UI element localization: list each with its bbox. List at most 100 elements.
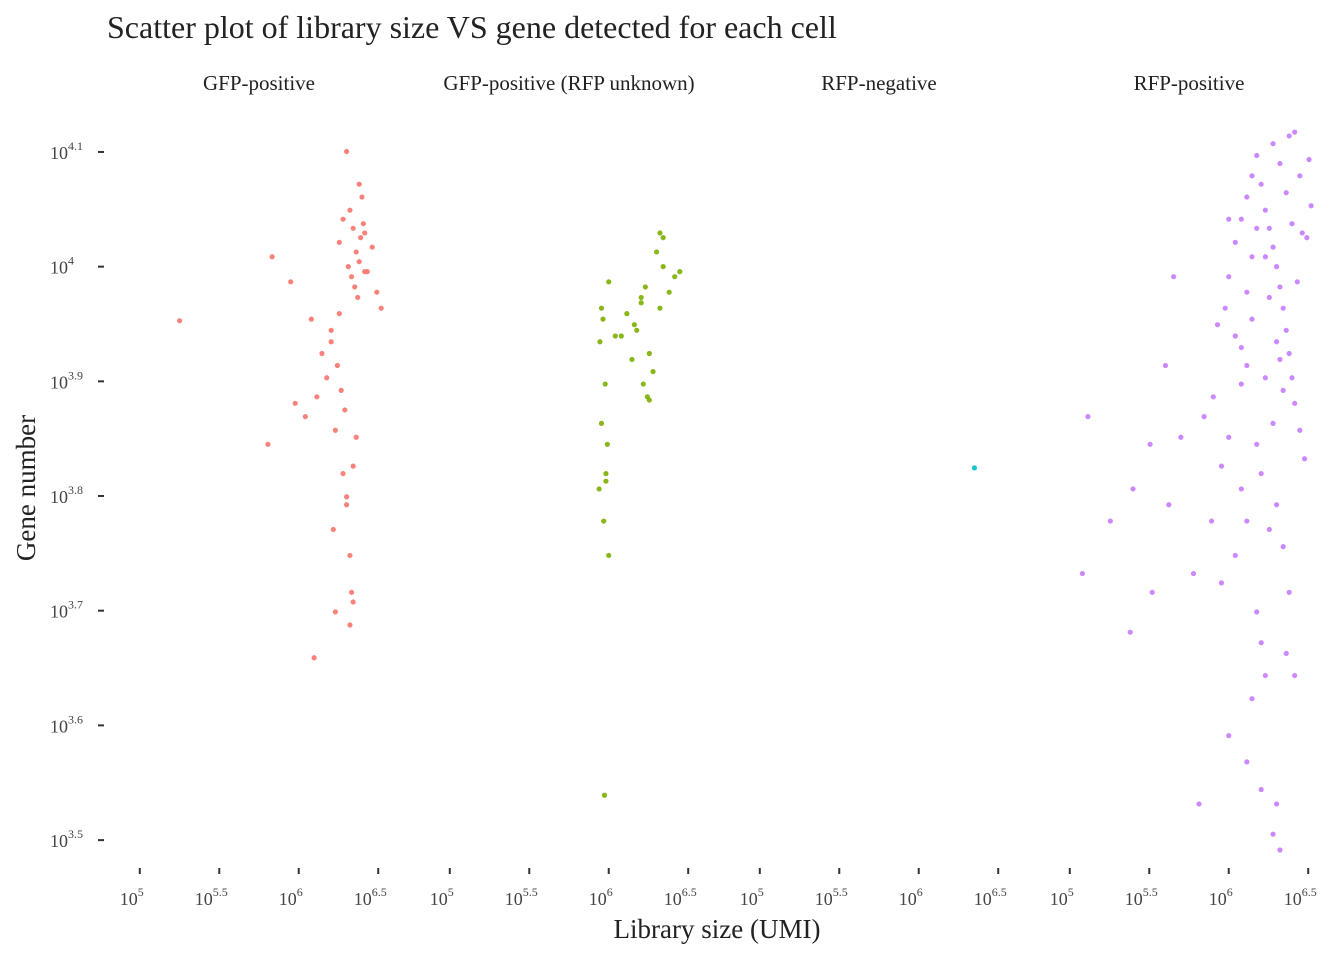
point xyxy=(618,333,624,339)
x-tick-label-base: 10 xyxy=(120,889,138,909)
point xyxy=(1130,486,1136,492)
x-tick-label: 106.5 xyxy=(664,885,697,909)
point xyxy=(1249,316,1255,322)
x-tick-label-base: 10 xyxy=(1125,889,1143,909)
x-tick-label: 105 xyxy=(740,885,764,909)
point xyxy=(1292,672,1298,679)
x-tick-label-exponent: 6.5 xyxy=(372,885,387,899)
x-tick-label-base: 10 xyxy=(974,889,992,909)
point xyxy=(606,552,612,559)
point xyxy=(1283,190,1289,196)
x-tick-label: 106 xyxy=(279,885,303,909)
point xyxy=(1301,456,1308,462)
x-tick-label-exponent: 6 xyxy=(297,885,303,899)
point xyxy=(1297,427,1303,433)
point xyxy=(1238,381,1244,387)
point xyxy=(971,465,978,471)
point xyxy=(1226,216,1232,222)
point xyxy=(1283,650,1289,657)
y-tick-label: 103.5 xyxy=(50,827,83,851)
point xyxy=(352,284,358,290)
point xyxy=(1254,225,1260,231)
y-tick-label-exponent: 3.8 xyxy=(68,483,83,497)
point xyxy=(347,622,353,628)
y-tick-label-base: 10 xyxy=(50,716,68,736)
y-tick-label-base: 10 xyxy=(50,372,68,392)
x-tick-label: 106.5 xyxy=(1284,885,1317,909)
point xyxy=(1292,400,1298,406)
point xyxy=(1277,847,1283,853)
x-tick-label-base: 10 xyxy=(815,889,833,909)
point xyxy=(1238,344,1244,351)
x-tick-label: 106 xyxy=(589,885,613,909)
x-tick-label-exponent: 5 xyxy=(138,885,144,899)
point xyxy=(1249,696,1255,702)
point xyxy=(1258,181,1264,187)
point xyxy=(292,400,298,406)
x-tick-label-exponent: 5.5 xyxy=(833,885,848,899)
point xyxy=(1273,801,1280,807)
y-tick-label: 104 xyxy=(50,254,74,278)
point xyxy=(598,420,605,426)
point xyxy=(1190,570,1197,577)
x-tick-label-exponent: 6.5 xyxy=(1302,885,1317,899)
y-tick-label-base: 10 xyxy=(50,831,68,851)
point xyxy=(1270,831,1276,837)
x-tick-label-exponent: 6 xyxy=(1227,885,1233,899)
y-tick-label: 103.8 xyxy=(50,483,83,507)
point xyxy=(653,249,660,255)
point xyxy=(319,350,325,357)
point xyxy=(1277,356,1283,363)
point xyxy=(1149,589,1155,595)
point xyxy=(347,552,353,559)
x-tick-label: 105 xyxy=(1050,885,1074,909)
point xyxy=(1208,518,1215,524)
point xyxy=(1277,160,1283,167)
point xyxy=(1254,609,1260,615)
y-tick-label-exponent: 4.1 xyxy=(68,139,83,153)
point xyxy=(660,235,666,241)
point xyxy=(1162,362,1169,369)
x-tick-label: 106 xyxy=(1209,885,1233,909)
x-tick-label-exponent: 5.5 xyxy=(213,885,228,899)
point xyxy=(1270,244,1276,250)
point xyxy=(308,316,314,322)
facet-label: RFP-negative xyxy=(821,71,937,95)
point xyxy=(1289,221,1295,227)
point xyxy=(338,387,344,393)
point xyxy=(340,216,346,222)
point xyxy=(343,148,350,155)
point xyxy=(350,463,356,469)
x-tick-label-base: 10 xyxy=(899,889,917,909)
point xyxy=(340,470,346,477)
point xyxy=(1299,230,1305,236)
point xyxy=(1218,463,1225,469)
point xyxy=(1201,414,1207,420)
point xyxy=(1266,225,1272,231)
point xyxy=(360,221,366,227)
point xyxy=(176,318,183,324)
point xyxy=(288,279,294,285)
x-tick-label: 106.5 xyxy=(354,885,387,909)
x-tick-label-exponent: 6 xyxy=(607,885,613,899)
x-tick-label-base: 10 xyxy=(279,889,297,909)
point xyxy=(362,269,368,275)
facet-label: GFP-positive (RFP unknown) xyxy=(443,71,694,95)
point xyxy=(1238,486,1244,492)
x-tick-label-base: 10 xyxy=(354,889,372,909)
point xyxy=(369,244,375,250)
point xyxy=(1254,441,1260,447)
point xyxy=(359,194,365,200)
point xyxy=(1232,333,1238,339)
x-tick-label: 105 xyxy=(430,885,454,909)
point xyxy=(1244,362,1250,369)
x-tick-label-base: 10 xyxy=(740,889,758,909)
x-tick-label: 106.5 xyxy=(974,885,1007,909)
point xyxy=(374,289,380,295)
point xyxy=(606,279,612,285)
point xyxy=(1244,194,1250,200)
point xyxy=(1292,129,1298,135)
x-tick-label-base: 10 xyxy=(430,889,448,909)
point xyxy=(1270,141,1276,147)
point xyxy=(1283,327,1289,333)
